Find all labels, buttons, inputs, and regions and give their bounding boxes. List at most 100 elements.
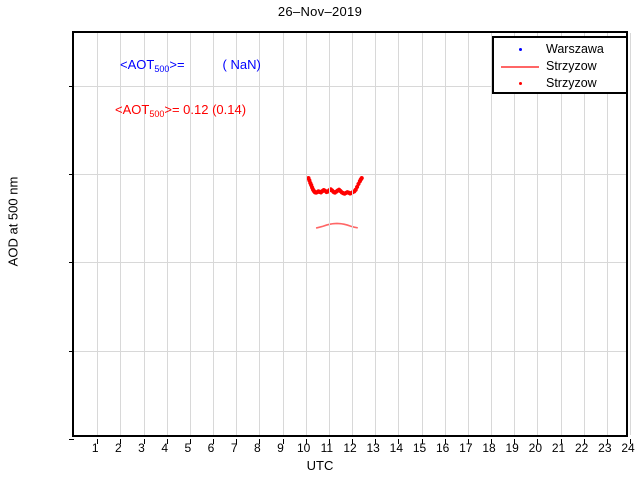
annotation-warszawa-value: ( NaN) (222, 57, 261, 72)
gridline-vertical (421, 33, 423, 435)
y-tick (69, 174, 74, 176)
y-axis-title: AOD at 500 nm (5, 176, 21, 267)
x-tick-label: 2 (114, 441, 122, 455)
gridline-vertical (189, 33, 191, 435)
x-tick (398, 439, 400, 444)
x-tick-label: 3 (138, 441, 145, 455)
x-tick (606, 439, 608, 444)
x-tick-label: 18 (482, 441, 496, 455)
x-tick (514, 439, 516, 444)
legend-marker-dot-icon (494, 82, 546, 85)
legend: Warszawa Strzyzow Strzyzow (492, 36, 628, 94)
gridline-vertical (120, 33, 122, 435)
annotation-strzyzow-sub: 500 (149, 109, 165, 119)
x-tick (375, 439, 377, 444)
x-tick-label: 24 (621, 441, 635, 455)
gridline-vertical (560, 33, 562, 435)
gridline-horizontal (74, 262, 626, 264)
x-tick (236, 439, 238, 444)
x-tick-label: 11 (320, 441, 334, 455)
x-tick-label: 1 (91, 441, 99, 455)
legend-item: Warszawa (494, 41, 626, 58)
annotation-warszawa-prefix: <AOT (120, 57, 155, 72)
y-tick (69, 350, 74, 352)
gridline-vertical (398, 33, 400, 435)
x-tick (630, 439, 631, 444)
x-tick-label: 19 (505, 441, 519, 455)
x-tick-label: 20 (528, 441, 542, 455)
x-tick (97, 439, 99, 444)
x-tick-label: 23 (598, 441, 612, 455)
gridline-vertical (97, 33, 99, 435)
x-tick (491, 439, 492, 444)
legend-swatch (518, 82, 522, 85)
gridline-vertical (606, 33, 608, 435)
annotation-warszawa-sub: 500 (154, 64, 170, 74)
gridline-vertical (282, 33, 284, 435)
gridline-vertical (583, 33, 585, 435)
legend-marker-line-icon (494, 65, 546, 68)
y-tick (69, 439, 74, 440)
x-tick-label: 7 (230, 441, 238, 455)
x-tick-label: 22 (574, 441, 589, 455)
annotation-strzyzow-value: 0.12 (0.14) (183, 102, 247, 117)
y-tick (69, 85, 74, 87)
x-tick-label: 6 (207, 441, 215, 455)
gridline-vertical (213, 33, 214, 435)
x-tick-label: 8 (253, 441, 261, 455)
x-tick-label: 4 (161, 441, 168, 455)
x-tick-label: 15 (412, 441, 427, 455)
x-tick (352, 439, 353, 444)
series-line-strzyzow (315, 222, 358, 229)
legend-label: Strzyzow (546, 59, 597, 73)
gridline-vertical (491, 33, 492, 435)
data-layer (306, 176, 364, 229)
annotation-strzyzow: <AOT500>= 0.12 (0.14) (115, 102, 246, 119)
x-tick (305, 439, 307, 444)
x-tick (259, 439, 261, 444)
gridline-horizontal (74, 174, 626, 176)
annotation-strzyzow-mid: >= (164, 102, 180, 117)
x-tick (467, 439, 469, 444)
x-tick (213, 439, 214, 444)
gridline-vertical (352, 33, 353, 435)
x-tick-label: 10 (296, 441, 311, 455)
legend-item: Strzyzow (494, 75, 626, 92)
gridline-horizontal (74, 85, 626, 87)
chart-title: 26–Nov–2019 (277, 4, 363, 19)
annotation-warszawa: <AOT500>= ( NaN) (120, 57, 261, 74)
x-tick (537, 439, 539, 444)
x-tick-label: 21 (551, 441, 566, 455)
legend-item: Strzyzow (494, 58, 626, 75)
x-tick (560, 439, 562, 444)
gridline-vertical (259, 33, 261, 435)
data-point (359, 176, 364, 181)
gridline-vertical (143, 33, 145, 435)
x-tick-label: 14 (389, 441, 403, 455)
gridline-vertical (328, 33, 330, 435)
x-tick (166, 439, 168, 444)
x-tick-label: 9 (277, 441, 284, 455)
gridline-vertical (166, 33, 168, 435)
gridline-vertical (514, 33, 516, 435)
x-tick (444, 439, 446, 444)
gridline-vertical (467, 33, 469, 435)
legend-swatch (501, 65, 539, 68)
gridline-vertical (375, 33, 377, 435)
gridline-vertical (305, 33, 307, 435)
legend-marker-dot-icon (494, 48, 546, 51)
gridline-vertical (630, 33, 631, 435)
plot-area (69, 31, 631, 444)
x-tick-label: 13 (366, 441, 380, 455)
x-tick (189, 439, 191, 444)
x-axis-title: UTC (306, 458, 334, 473)
x-tick-label: 5 (184, 441, 192, 455)
x-tick (583, 439, 585, 444)
legend-swatch (518, 48, 522, 51)
x-tick (328, 439, 330, 444)
gridline-vertical (444, 33, 446, 435)
x-tick (143, 439, 145, 444)
gridline-vertical (236, 33, 238, 435)
gridline-horizontal (74, 350, 626, 352)
